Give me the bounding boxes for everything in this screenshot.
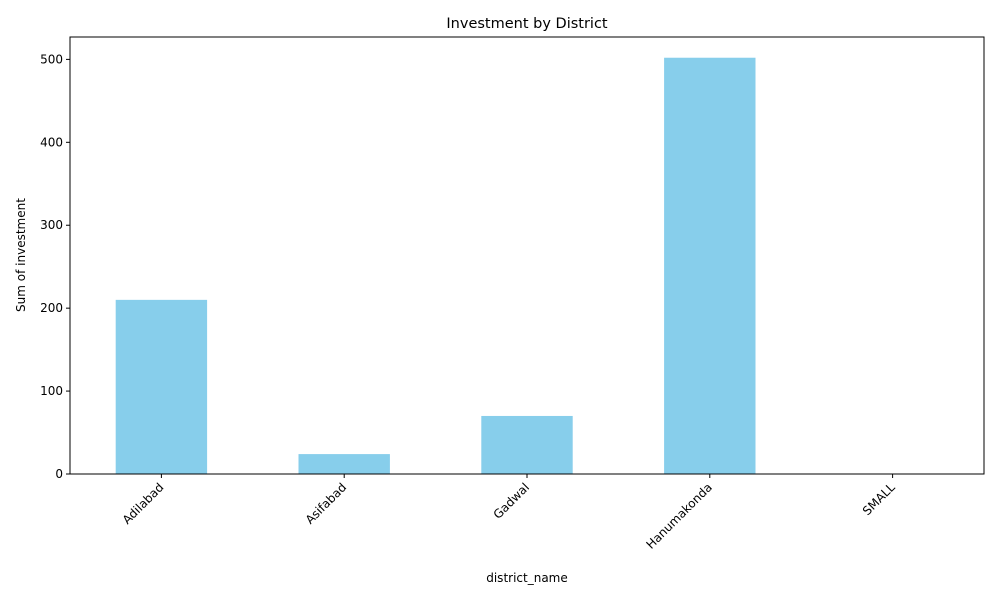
bar-adilabad [115, 299, 208, 474]
chart-title: Investment by District [446, 16, 608, 32]
x-tick-label: SMALL [860, 480, 898, 518]
y-tick-label: 500 [40, 52, 63, 66]
x-tick-label: Gadwal [491, 480, 533, 522]
x-tick-label: Asifabad [303, 480, 350, 527]
bar-asifabad [298, 454, 390, 474]
y-tick-label: 200 [40, 301, 63, 315]
y-tick-label: 0 [55, 467, 63, 481]
x-axis: Adilabad Asifabad Gadwal Hanumakonda SMALL [120, 474, 898, 552]
x-tick-label: Hanumakonda [643, 480, 714, 551]
x-tick-label: Adilabad [120, 480, 167, 527]
y-tick-label: 300 [40, 218, 63, 232]
y-tick-label: 100 [40, 384, 63, 398]
y-tick-label: 400 [40, 135, 63, 149]
bar-hanumakonda [664, 57, 756, 474]
plot-frame [69, 36, 985, 475]
bar-gadwal [481, 415, 573, 474]
y-axis-label: Sum of investment [14, 198, 28, 312]
x-axis-label: district_name [486, 571, 568, 585]
bars-group [115, 57, 756, 474]
y-axis: 0 100 200 300 400 500 [40, 52, 70, 481]
